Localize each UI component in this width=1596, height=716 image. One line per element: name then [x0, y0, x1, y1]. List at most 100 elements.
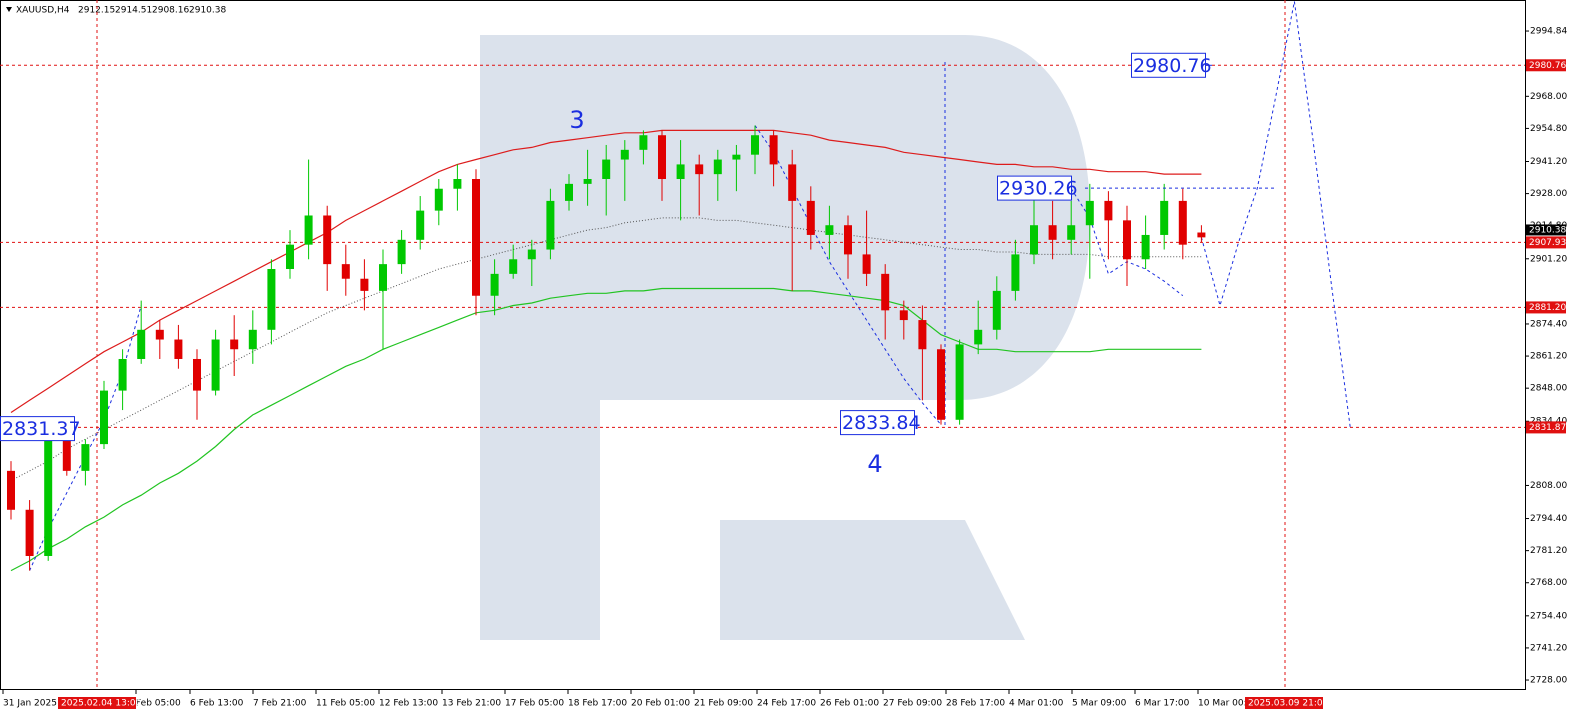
logo-leg — [720, 520, 1025, 640]
x-tick-label: 17 Feb 05:00 — [505, 699, 564, 709]
y-tick-label: 2741.20 — [1530, 643, 1567, 653]
wave-label: 4 — [867, 450, 882, 478]
candle-body — [174, 339, 183, 359]
y-tick-label: 2968.00 — [1530, 92, 1567, 102]
x-tick-label: 26 Feb 01:00 — [820, 699, 879, 709]
header-ohlc: 2914.51 — [115, 6, 152, 16]
y-tick-label: 2728.00 — [1530, 676, 1567, 686]
price-box-label: 2980.76 — [1133, 55, 1212, 77]
y-tick-label: 2874.40 — [1530, 319, 1567, 329]
x-tick-label: 27 Feb 09:00 — [883, 699, 942, 709]
candle-body — [788, 164, 797, 201]
x-tick-label: 20 Feb 01:00 — [631, 699, 690, 709]
candle-body — [1123, 220, 1131, 260]
x-tick-label: 31 Jan 2025 — [3, 699, 57, 709]
candle-body — [490, 273, 499, 296]
candle-body — [360, 278, 369, 291]
price-box-label: 2833.84 — [842, 412, 921, 434]
price-box: 2831.37 — [0, 416, 81, 442]
y-tick-label: 2901.20 — [1530, 254, 1567, 264]
candle-body — [193, 358, 201, 391]
candle-body — [918, 320, 927, 350]
level-badge-label: 2881.20 — [1529, 303, 1566, 313]
candle-body — [397, 239, 406, 265]
candle-body — [955, 344, 964, 420]
level-badge-label: 2831.87 — [1529, 423, 1566, 433]
line-series — [10, 287, 1202, 572]
candle-body — [527, 249, 536, 260]
candle-body — [62, 439, 71, 471]
candle-body — [304, 215, 313, 245]
candle-body — [248, 329, 257, 350]
price-box: 2833.84 — [840, 410, 921, 436]
price-box-label: 2831.37 — [2, 418, 81, 440]
plot-frame — [0, 0, 1526, 690]
x-tick-label: 28 Feb 17:00 — [946, 699, 1005, 709]
candle-body — [583, 179, 592, 184]
candle-body — [602, 159, 611, 180]
candle-body — [546, 200, 555, 250]
candle-body — [230, 339, 239, 350]
candle-body — [620, 149, 629, 160]
candle-body — [25, 509, 34, 556]
y-tick-label: 2754.40 — [1530, 611, 1567, 621]
line-series — [10, 217, 1202, 482]
price-box-label: 2930.26 — [999, 178, 1078, 200]
current-price-label: 2910.38 — [1529, 225, 1566, 235]
candle-body — [155, 329, 164, 340]
price-box-frame — [0, 416, 75, 442]
candle-body — [416, 210, 425, 240]
candle-body — [1160, 200, 1169, 235]
candle-body — [7, 470, 15, 510]
candle-body — [118, 358, 127, 391]
candle-body — [713, 159, 722, 175]
candle-body — [565, 183, 573, 201]
candle-body — [844, 225, 852, 255]
candle-body — [769, 135, 778, 165]
candle-body — [639, 135, 648, 150]
level-badge — [1526, 421, 1566, 434]
candle-body — [974, 329, 983, 345]
candle-body — [267, 268, 276, 330]
time-marker-label: 2025.02.04 13:00 — [61, 699, 142, 709]
candle-body — [1197, 232, 1206, 238]
level-badge — [1526, 59, 1566, 72]
candle-body — [509, 259, 518, 274]
candle-body — [44, 439, 53, 556]
candle-body — [81, 444, 90, 471]
candle-body — [825, 225, 834, 235]
level-badge — [1526, 301, 1566, 314]
x-tick-label: 21 Feb 09:00 — [694, 699, 753, 709]
x-tick-label: 11 Feb 05:00 — [316, 699, 375, 709]
candle-body — [806, 200, 815, 235]
candle-body — [881, 273, 890, 311]
y-tick-label: 2994.84 — [1530, 27, 1567, 37]
level-badge-label: 2980.76 — [1529, 61, 1566, 71]
line-series — [1200, 1, 1351, 428]
x-tick-label: 7 Feb 21:00 — [253, 699, 307, 709]
symbol: XAUUSD,H4 — [16, 6, 70, 16]
y-tick-label: 2768.00 — [1530, 578, 1567, 588]
y-tick-label: 2794.40 — [1530, 514, 1567, 524]
y-tick-label: 2941.20 — [1530, 157, 1567, 167]
logo-bowl — [480, 35, 1090, 640]
candle-body — [1011, 254, 1020, 291]
menu-icon[interactable] — [6, 7, 12, 12]
level-badge — [1526, 236, 1566, 249]
x-tick-label: 13 Feb 21:00 — [442, 699, 501, 709]
candle-body — [286, 244, 294, 269]
watermark-logo — [480, 35, 1090, 640]
wave-label: 3 — [569, 106, 584, 134]
candle-body — [862, 254, 871, 274]
y-tick-label: 2861.20 — [1530, 352, 1567, 362]
x-tick-label: 4 Mar 01:00 — [1009, 699, 1064, 709]
candle-body — [472, 179, 480, 296]
candle-body — [341, 264, 350, 279]
price-box: 2980.76 — [1131, 52, 1212, 78]
candle-body — [992, 290, 1001, 330]
x-tick-label: 12 Feb 13:00 — [379, 699, 438, 709]
x-tick-label: 5 Mar 09:00 — [1072, 699, 1127, 709]
candle-body — [751, 135, 759, 155]
x-tick-label: 18 Feb 17:00 — [568, 699, 627, 709]
